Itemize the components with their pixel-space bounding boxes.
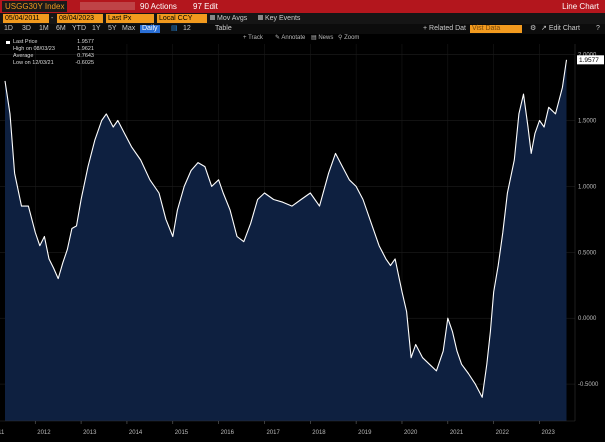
- series-swatch: [6, 41, 10, 44]
- annotate-label: Annotate: [281, 35, 306, 41]
- period-button[interactable]: YTD: [72, 25, 86, 32]
- x-tick-label: 2023: [541, 430, 555, 436]
- table-button[interactable]: Table: [215, 25, 232, 32]
- interval-count[interactable]: 12: [183, 25, 191, 32]
- x-tick-label: 2016: [221, 430, 235, 436]
- mov-avgs-label: Mov Avgs: [217, 15, 248, 22]
- period-button[interactable]: 1Y: [92, 25, 101, 32]
- mov-avgs-toggle[interactable]: Mov Avgs: [210, 14, 247, 23]
- area-fill: [5, 59, 567, 422]
- x-tick-label: 2013: [83, 430, 97, 436]
- legend-row-low: Low on 12/03/21 -0.6025: [6, 60, 94, 67]
- legend-value: 1.9577: [77, 39, 94, 45]
- last-price-tag: 1.9577: [577, 55, 604, 65]
- news-label: News: [318, 35, 334, 41]
- news-tool[interactable]: ▤ News: [311, 35, 334, 41]
- key-events-toggle[interactable]: Key Events: [258, 14, 300, 23]
- annotate-tool[interactable]: ✎ Annotate: [275, 35, 306, 41]
- y-tick-label: 0.5000: [578, 250, 597, 256]
- edit-chart-button[interactable]: ↗ Edit Chart: [541, 25, 580, 32]
- track-label: Track: [248, 35, 263, 41]
- y-tick-label: -0.5000: [578, 382, 599, 388]
- x-tick-label: 2022: [496, 430, 510, 436]
- period-button[interactable]: 1M: [39, 25, 49, 32]
- period-toolbar: 1D 3D 1M 6M YTD 1Y 5Y Max Daily ▤ 12 Tab…: [0, 24, 605, 34]
- x-axis-ticks: 2011 2012 2013 2014 2015 2016 2017 2018 2019 2020…: [0, 421, 556, 436]
- checkbox-icon: [210, 15, 215, 20]
- end-date-field[interactable]: 08/04/2023: [57, 14, 103, 23]
- price-field-select[interactable]: Last Px: [106, 14, 154, 23]
- x-tick-label: 2012: [37, 430, 51, 436]
- legend-label: Last Price: [13, 39, 38, 45]
- frequency-select[interactable]: Daily: [140, 25, 160, 33]
- zoom-tool[interactable]: ⚲ Zoom: [338, 35, 360, 41]
- x-tick-label: 2018: [312, 430, 326, 436]
- legend-label: Average: [13, 53, 34, 59]
- legend-value: 1.9621: [77, 46, 94, 52]
- y-tick-label: 1.5000: [578, 118, 597, 124]
- legend-label: High on 08/03/23: [13, 46, 55, 52]
- legend-value: 0.7643: [77, 53, 94, 59]
- related-data-button[interactable]: + Related Dat: [423, 25, 466, 32]
- x-tick-label: 2017: [266, 430, 280, 436]
- key-events-label: Key Events: [265, 15, 301, 22]
- y-tick-label: 1.0000: [578, 184, 597, 190]
- x-tick-label: 2020: [404, 430, 418, 436]
- last-price-tag-label: 1.9577: [579, 57, 599, 64]
- top-toolbar: USGG30Y Index 90 Actions 97 Edit Line Ch…: [0, 0, 605, 13]
- x-tick-label: 2019: [358, 430, 372, 436]
- legend-row-last-price: Last Price 1.9577: [6, 39, 94, 46]
- edit-chart-label: Edit Chart: [548, 25, 580, 32]
- x-tick-label: 2015: [175, 430, 189, 436]
- zoom-label: Zoom: [344, 35, 360, 41]
- date-toolbar: 05/04/2011 - 08/04/2023 Last Px Local CC…: [0, 13, 605, 24]
- interval-icon[interactable]: ▤: [171, 25, 178, 32]
- legend-row-high: High on 08/03/23 1.9621: [6, 46, 94, 53]
- list-data-field[interactable]: Vist Data: [470, 25, 522, 33]
- y-tick-label: 0.0000: [578, 316, 597, 322]
- x-tick-label: 2011: [0, 430, 5, 436]
- last-price-tag-box: [577, 55, 604, 65]
- period-button[interactable]: Max: [122, 25, 136, 32]
- period-button[interactable]: 6M: [56, 25, 66, 32]
- settings-icon[interactable]: ⚙: [530, 25, 537, 32]
- price-line: [4, 59, 568, 398]
- blurred-field: [80, 2, 135, 10]
- view-title: Line Chart: [562, 2, 599, 11]
- actions-menu[interactable]: 90 Actions: [140, 2, 177, 11]
- currency-select[interactable]: Local CCY: [157, 14, 207, 23]
- legend-label: Low on 12/03/21: [13, 60, 54, 66]
- chart-legend: Last Price 1.9577 High on 08/03/23 1.962…: [6, 39, 94, 67]
- track-tool[interactable]: + Track: [243, 35, 263, 41]
- period-button[interactable]: 5Y: [108, 25, 117, 32]
- edit-menu[interactable]: 97 Edit: [193, 2, 218, 11]
- date-separator: -: [51, 15, 54, 22]
- x-tick-label: 2014: [129, 430, 143, 436]
- help-icon[interactable]: ?: [596, 25, 600, 32]
- legend-row-average: Average 0.7643: [6, 53, 94, 60]
- period-button[interactable]: 3D: [22, 25, 31, 32]
- period-button[interactable]: 1D: [4, 25, 13, 32]
- x-tick-label: 2021: [450, 430, 464, 436]
- legend-value: -0.6025: [75, 60, 94, 66]
- checkbox-icon: [258, 15, 263, 20]
- chart-tools: + Track ✎ Annotate ▤ News ⚲ Zoom: [0, 34, 605, 43]
- ticker-field[interactable]: USGG30Y Index: [2, 1, 68, 12]
- start-date-field[interactable]: 05/04/2011: [3, 14, 49, 23]
